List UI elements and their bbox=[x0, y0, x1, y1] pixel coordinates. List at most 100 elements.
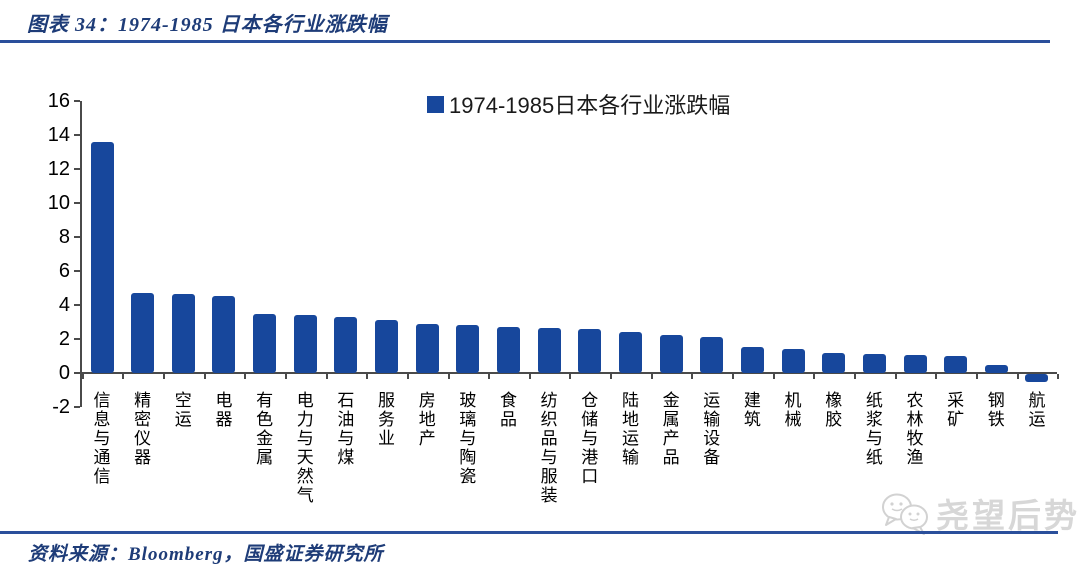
bar bbox=[944, 356, 968, 373]
chart-legend: 1974-1985日本各行业涨跌幅 bbox=[427, 88, 730, 120]
x-axis-tick bbox=[1016, 374, 1019, 379]
category-label: 橡胶 bbox=[825, 391, 843, 429]
y-axis-tick bbox=[74, 270, 80, 272]
bar bbox=[740, 346, 764, 373]
bar bbox=[293, 315, 317, 373]
bar bbox=[212, 295, 236, 373]
bar bbox=[659, 334, 683, 373]
y-axis-tick bbox=[74, 236, 80, 238]
category-label: 运输设备 bbox=[703, 391, 721, 467]
x-axis-tick bbox=[366, 374, 369, 379]
x-axis-tick bbox=[854, 374, 857, 379]
watermark: 尧望后势 bbox=[880, 489, 1080, 537]
y-axis-tick-label: 8 bbox=[58, 226, 70, 248]
watermark-text: 尧望后势 bbox=[936, 497, 1080, 534]
x-axis-tick bbox=[650, 374, 653, 379]
title-underline bbox=[0, 40, 1050, 43]
x-axis-tick bbox=[935, 374, 938, 379]
category-label: 陆地运输 bbox=[621, 391, 639, 467]
category-label: 信息与通信 bbox=[93, 391, 111, 486]
bar bbox=[171, 293, 195, 373]
y-axis-tick-label: 10 bbox=[47, 192, 70, 214]
bar bbox=[903, 355, 927, 373]
y-axis-tick bbox=[74, 406, 80, 408]
category-label: 农林牧渔 bbox=[906, 391, 924, 467]
y-axis-tick-label: 4 bbox=[58, 294, 70, 316]
x-axis-tick bbox=[610, 374, 613, 379]
category-label: 纺织品与服装 bbox=[540, 391, 558, 505]
y-axis-tick-label: 6 bbox=[58, 260, 70, 282]
y-axis-tick-label: -2 bbox=[52, 396, 70, 418]
bar bbox=[415, 323, 439, 373]
x-axis-tick bbox=[203, 374, 206, 379]
y-axis-tick bbox=[74, 134, 80, 136]
legend-swatch-icon bbox=[427, 95, 444, 113]
y-axis-tick bbox=[74, 100, 80, 102]
x-axis-tick bbox=[406, 374, 409, 379]
bar bbox=[618, 332, 642, 373]
x-axis-tick bbox=[691, 374, 694, 379]
category-label: 仓储与港口 bbox=[581, 391, 599, 486]
category-label: 采矿 bbox=[947, 391, 965, 429]
x-axis-tick bbox=[284, 374, 287, 379]
category-label: 电器 bbox=[215, 391, 233, 429]
bar bbox=[537, 327, 561, 373]
x-axis-tick bbox=[162, 374, 165, 379]
x-axis bbox=[80, 372, 1058, 374]
legend-label: 1974-1985日本各行业涨跌幅 bbox=[449, 93, 731, 118]
x-axis-tick bbox=[732, 374, 735, 379]
x-axis-tick bbox=[447, 374, 450, 379]
bar bbox=[781, 349, 805, 373]
y-axis-tick bbox=[74, 338, 80, 340]
category-label: 服务业 bbox=[378, 391, 396, 448]
category-label: 房地产 bbox=[418, 391, 436, 448]
category-label: 食品 bbox=[500, 391, 517, 429]
bar bbox=[700, 337, 724, 373]
y-axis-tick bbox=[74, 304, 80, 306]
bar bbox=[375, 320, 399, 373]
category-label: 有色金属 bbox=[256, 391, 274, 467]
bar bbox=[456, 325, 480, 373]
x-axis-tick bbox=[894, 374, 897, 379]
y-axis-tick bbox=[74, 168, 80, 170]
category-label: 空运 bbox=[174, 391, 192, 429]
category-label: 建筑 bbox=[743, 391, 761, 429]
category-label: 精密仪器 bbox=[134, 391, 152, 467]
x-axis-tick bbox=[1057, 374, 1060, 379]
bar bbox=[1025, 374, 1049, 382]
category-label: 玻璃与陶瓷 bbox=[459, 391, 477, 486]
x-axis-tick bbox=[975, 374, 978, 379]
y-axis-tick bbox=[74, 372, 80, 374]
bar bbox=[862, 354, 886, 373]
x-axis-tick bbox=[244, 374, 247, 379]
category-label: 石油与煤 bbox=[337, 391, 355, 467]
y-axis-tick-label: 2 bbox=[58, 328, 70, 350]
y-axis-tick-label: 12 bbox=[47, 158, 70, 180]
category-label: 钢铁 bbox=[987, 391, 1005, 429]
category-label: 纸浆与纸 bbox=[865, 391, 883, 467]
x-axis-tick bbox=[528, 374, 531, 379]
bar bbox=[578, 328, 602, 373]
x-axis-tick bbox=[813, 374, 816, 379]
y-axis-tick-label: 0 bbox=[58, 362, 70, 384]
chart-title: 图表 34：1974-1985 日本各行业涨跌幅 bbox=[27, 14, 388, 36]
category-label: 电力与天然气 bbox=[296, 391, 314, 505]
chat-bubbles-icon bbox=[882, 493, 928, 535]
source-note: 资料来源：Bloomberg，国盛证券研究所 bbox=[28, 544, 384, 564]
category-label: 航运 bbox=[1028, 391, 1046, 429]
x-axis-tick bbox=[81, 374, 84, 379]
x-axis-tick bbox=[122, 374, 125, 379]
bar bbox=[822, 353, 846, 373]
bar bbox=[497, 327, 520, 373]
x-axis-tick bbox=[488, 374, 491, 379]
x-axis-tick bbox=[325, 374, 328, 379]
y-axis-tick-label: 16 bbox=[47, 90, 70, 112]
x-axis-tick bbox=[772, 374, 775, 379]
bar bbox=[131, 293, 155, 373]
bar bbox=[334, 316, 358, 373]
bar bbox=[984, 364, 1008, 373]
bar bbox=[253, 314, 277, 373]
footer-rule bbox=[0, 531, 1058, 534]
